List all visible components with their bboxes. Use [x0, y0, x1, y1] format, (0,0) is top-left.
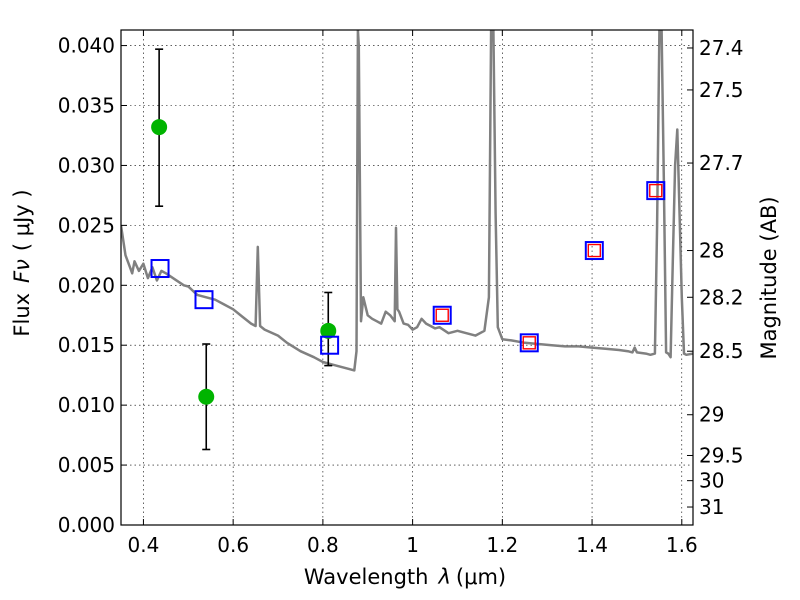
model-square-red: [522, 336, 536, 350]
gridlines: [121, 30, 693, 526]
model-square-red: [649, 183, 663, 198]
y-tick-label: 0.005: [58, 453, 115, 477]
y-tick-label: 0.015: [58, 333, 115, 357]
magnitude-tick-label: 29.5: [699, 443, 744, 467]
model-square-blue: [519, 333, 539, 353]
x-tick-label: 1.6: [666, 533, 698, 557]
observed-point: [320, 322, 337, 339]
x-axis-label: Wavelength λ (μm): [304, 565, 506, 589]
y-tick-label: 0.000: [58, 513, 115, 537]
model-square-blue: [432, 305, 452, 325]
magnitude-tick-label: 31: [699, 495, 724, 519]
model-square-blue: [584, 241, 604, 261]
y-tick-label: 0.030: [58, 153, 115, 177]
right-axis-label: Magnitude (AB): [757, 196, 781, 359]
model-square-blue: [150, 259, 170, 279]
magnitude-tick-label: 30: [699, 469, 724, 493]
model-spectrum: [121, 30, 693, 372]
magnitude-tick-label: 29: [699, 403, 724, 427]
model-square-blue: [194, 290, 214, 310]
magnitude-tick-label: 27.4: [699, 36, 744, 60]
observed-point: [198, 388, 215, 405]
model-spectrum-line: [121, 30, 693, 372]
model-squares: [150, 181, 666, 355]
magnitude-tick-label: 28.5: [699, 339, 744, 363]
model-square-red: [587, 243, 602, 258]
observed-points: [151, 119, 337, 405]
y-tick-label: 0.020: [58, 273, 115, 297]
x-tick-label: 1.2: [486, 533, 518, 557]
x-tick-label: 1.4: [576, 533, 608, 557]
x-tick-label: 0.6: [217, 533, 249, 557]
y-tick-label: 0.035: [58, 94, 115, 118]
y-tick-label: 0.040: [58, 34, 115, 58]
x-tick-label: 1: [406, 533, 419, 557]
error-bars: [155, 48, 333, 451]
model-square-red: [435, 308, 449, 322]
magnitude-tick-label: 28: [699, 239, 724, 263]
y-tick-label: 0.025: [58, 213, 115, 237]
magnitude-tick-label: 28.2: [699, 285, 744, 309]
model-square-blue: [646, 181, 666, 201]
tick-marks: [121, 30, 693, 526]
y-tick-labels: 0.000 0.005 0.010 0.015 0.020 0.025 0.030 0.035…: [58, 34, 115, 537]
magnitude-tick-label: 27.5: [699, 78, 744, 102]
observed-point: [151, 119, 168, 136]
plot-frame: [120, 29, 694, 526]
x-tick-label: 0.8: [307, 533, 339, 557]
magnitude-tick-label: 27.7: [699, 151, 744, 175]
x-tick-labels: 0.4 0.6 0.8 1 1.2 1.4 1.6: [128, 533, 698, 557]
y-axis-label: FluxFν( μJy ): [10, 189, 34, 336]
y-tick-label: 0.010: [58, 393, 115, 417]
model-square-blue: [320, 335, 340, 355]
x-tick-label: 0.4: [128, 533, 160, 557]
